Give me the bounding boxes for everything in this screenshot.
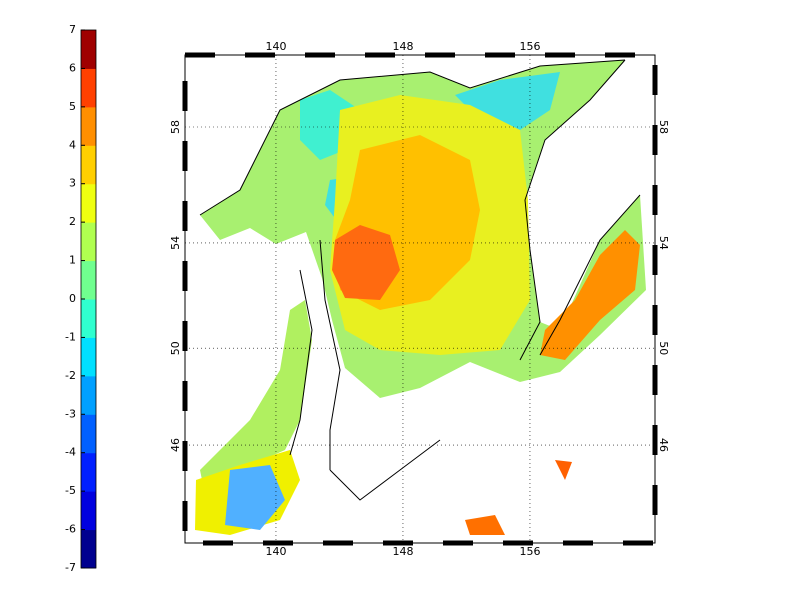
lon-label-bottom: 156 [519, 545, 540, 558]
colorbar-tick-label: -4 [65, 446, 76, 459]
lon-label-top: 156 [519, 40, 540, 53]
colorbar-band [81, 222, 96, 262]
colorbar-tick-label: -1 [65, 330, 76, 343]
colorbar-tick-label: 4 [69, 138, 76, 151]
lon-label-bottom: 148 [392, 545, 413, 558]
colorbar-tick-label: 1 [69, 254, 76, 267]
lat-label-left: 58 [169, 120, 182, 134]
colorbar: -7 -6 -5 -4 -3 -2 -1 0 1 2 3 4 5 6 7 [65, 23, 97, 574]
colorbar-tick-label: -3 [65, 407, 76, 420]
colorbar-band [81, 260, 96, 300]
colorbar-band [81, 529, 96, 569]
colorbar-band [81, 145, 96, 185]
colorbar-band [81, 452, 96, 492]
colorbar-band [81, 106, 96, 146]
colorbar-tick-label: -7 [65, 561, 76, 574]
colorbar-band [81, 183, 96, 223]
colorbar-tick-label: 7 [69, 23, 76, 36]
colorbar-band [81, 491, 96, 531]
lat-label-left: 50 [169, 341, 182, 355]
colorbar-tick-label: -6 [65, 523, 76, 536]
field [195, 60, 646, 535]
colorbar-band [81, 299, 96, 338]
lon-label-bottom: 140 [265, 545, 286, 558]
lat-label-right: 50 [657, 341, 670, 355]
colorbar-band [81, 414, 96, 454]
colorbar-band [81, 68, 96, 108]
lon-label-top: 148 [392, 40, 413, 53]
coastline [199, 59, 641, 501]
colorbar-band [81, 375, 96, 415]
colorbar-tick-label: -5 [65, 484, 76, 497]
colorbar-tick-label: 6 [69, 61, 76, 74]
map-frame [184, 54, 656, 544]
colorbar-tick-label: 3 [69, 177, 76, 190]
colorbar-band [81, 337, 96, 377]
colorbar-tick-label: 0 [69, 292, 76, 305]
lat-label-left: 46 [169, 438, 182, 452]
colorbar-tick-label: 2 [69, 215, 76, 228]
lon-label-top: 140 [265, 40, 286, 53]
lat-label-right: 46 [657, 438, 670, 452]
ticks: 140 140 148 148 156 156 46 46 50 50 54 54 58 58 [169, 40, 670, 558]
lat-label-right: 54 [657, 236, 670, 250]
colorbar-band [81, 30, 96, 69]
lat-label-left: 54 [169, 236, 182, 250]
colorbar-tick-label: 5 [69, 100, 76, 113]
lat-label-right: 58 [657, 120, 670, 134]
colorbar-tick-label: -2 [65, 369, 76, 382]
